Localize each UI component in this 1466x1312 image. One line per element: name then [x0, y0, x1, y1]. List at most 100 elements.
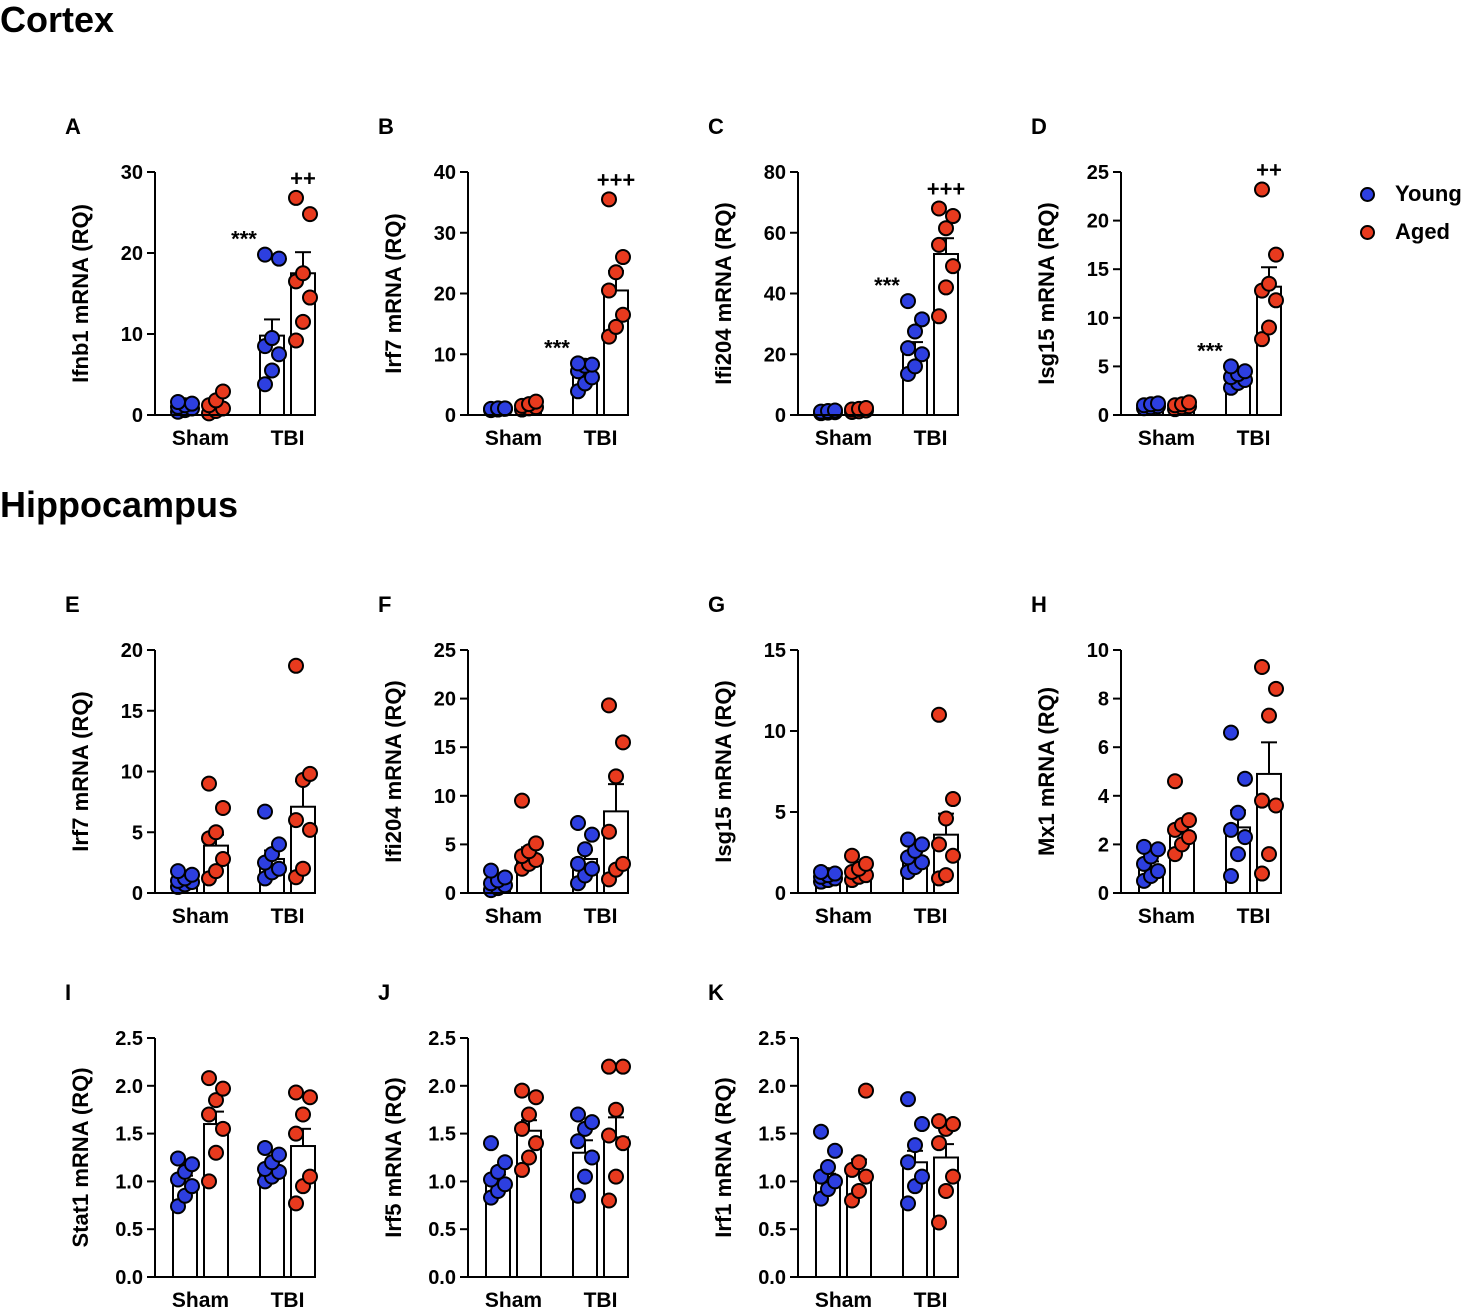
point-i-young-tbi [257, 1139, 273, 1156]
y-tick-label-e: 5 [132, 822, 143, 844]
point-c-aged-tbi [938, 279, 954, 296]
y-tick-label-j: 2.5 [428, 1028, 456, 1050]
y-tick-label-k: 1.5 [758, 1124, 786, 1146]
point-g-young-tbi [914, 854, 930, 871]
y-tick-label-k: 0.0 [758, 1267, 786, 1289]
legend-item-aged: Aged [1360, 213, 1466, 251]
point-e-young-sham [170, 863, 186, 880]
point-a-young-sham [184, 395, 200, 412]
point-d-young-tbi [1223, 358, 1239, 375]
y-tick-label-e: 10 [121, 762, 143, 784]
point-d-aged-tbi [1268, 292, 1284, 309]
point-f-young-tbi [570, 815, 586, 832]
y-tick-label-j: 1.5 [428, 1124, 456, 1146]
point-a-aged-sham [215, 383, 231, 400]
y-axis-title-k: Irf1 mRNA (RQ) [711, 1077, 736, 1238]
point-e-aged-tbi [302, 821, 318, 838]
y-tick-label-k: 2.5 [758, 1028, 786, 1050]
point-i-young-sham [184, 1178, 200, 1195]
point-k-young-sham [820, 1159, 836, 1176]
point-i-young-tbi [271, 1146, 287, 1163]
section-title-hippocampus: Hippocampus [0, 484, 239, 525]
point-k-aged-tbi [945, 1168, 961, 1185]
x-tick-label-e-tbi: TBI [271, 905, 305, 928]
point-k-aged-sham [858, 1168, 874, 1185]
legend-swatch-young [1360, 186, 1375, 202]
point-i-aged-tbi [302, 1168, 318, 1185]
significance-d-young-tbi: *** [1197, 338, 1223, 363]
point-i-aged-tbi [302, 1089, 318, 1106]
point-c-young-tbi [914, 346, 930, 363]
significance-b-aged-tbi: +++ [597, 167, 636, 192]
point-g-aged-tbi [938, 810, 954, 827]
panel-label-b: B [378, 114, 394, 139]
point-e-young-tbi [257, 803, 273, 820]
panel-label-h: H [1031, 592, 1047, 617]
y-tick-label-j: 2.0 [428, 1076, 456, 1098]
point-j-aged-tbi [601, 1127, 617, 1144]
point-g-aged-tbi [931, 836, 947, 853]
point-h-aged-tbi [1268, 797, 1284, 814]
point-j-young-tbi [570, 1187, 586, 1204]
y-tick-label-f: 20 [434, 689, 456, 711]
point-g-young-sham [827, 865, 843, 882]
point-h-young-sham [1150, 841, 1166, 858]
bar-i-aged-tbi [290, 1145, 316, 1278]
y-tick-label-c: 0 [775, 405, 786, 427]
legend-item-young: Young [1360, 175, 1466, 213]
point-h-young-sham [1136, 838, 1152, 855]
point-b-aged-tbi [608, 318, 624, 335]
point-j-young-tbi [570, 1106, 586, 1123]
point-j-aged-tbi [615, 1135, 631, 1152]
x-tick-label-d-tbi: TBI [1237, 427, 1271, 450]
y-tick-label-j: 0.0 [428, 1267, 456, 1289]
x-tick-label-e-sham: Sham [172, 905, 229, 928]
y-axis-title-i: Stat1 mRNA (RQ) [68, 1067, 93, 1247]
point-g-aged-tbi [931, 706, 947, 723]
y-tick-label-i: 2.0 [115, 1076, 143, 1098]
panel-label-i: I [65, 980, 71, 1005]
x-tick-label-h-tbi: TBI [1237, 905, 1271, 928]
point-k-aged-tbi [931, 1214, 947, 1231]
x-tick-label-j-sham: Sham [485, 1289, 542, 1312]
x-tick-label-i-sham: Sham [172, 1289, 229, 1312]
point-a-young-tbi [271, 250, 287, 267]
x-tick-label-j-tbi: TBI [584, 1289, 618, 1312]
point-e-aged-sham [215, 799, 231, 816]
panel-label-c: C [708, 114, 724, 139]
x-tick-label-k-tbi: TBI [914, 1289, 948, 1312]
y-tick-label-d: 0 [1098, 405, 1109, 427]
point-k-young-tbi [900, 1091, 916, 1108]
point-i-aged-sham [208, 1092, 224, 1109]
point-j-aged-sham [521, 1106, 537, 1123]
y-axis-title-j: Irf5 mRNA (RQ) [381, 1077, 406, 1238]
point-d-aged-tbi [1261, 275, 1277, 292]
point-j-aged-sham [521, 1149, 537, 1166]
y-tick-label-c: 20 [764, 344, 786, 366]
point-a-aged-tbi [302, 206, 318, 223]
point-j-aged-sham [514, 1082, 530, 1099]
point-k-young-tbi [907, 1137, 923, 1154]
point-j-young-sham [497, 1176, 513, 1193]
panel-label-f: F [378, 592, 391, 617]
y-tick-label-k: 0.5 [758, 1219, 786, 1241]
point-f-young-tbi [570, 855, 586, 872]
legend: Young Aged [1360, 175, 1466, 251]
x-tick-label-c-tbi: TBI [914, 427, 948, 450]
point-c-aged-tbi [938, 220, 954, 237]
y-tick-label-d: 5 [1098, 356, 1109, 378]
point-j-young-tbi [570, 1133, 586, 1150]
point-f-young-tbi [577, 841, 593, 858]
point-a-young-sham [170, 394, 186, 411]
point-f-young-sham [483, 862, 499, 879]
y-tick-label-d: 15 [1087, 259, 1109, 281]
point-e-young-sham [184, 866, 200, 883]
point-e-aged-tbi [288, 812, 304, 829]
point-a-aged-tbi [295, 313, 311, 330]
y-tick-label-h: 0 [1098, 883, 1109, 905]
y-tick-label-a: 10 [121, 324, 143, 346]
point-b-young-sham [497, 400, 513, 417]
point-j-young-sham [497, 1154, 513, 1171]
y-tick-label-k: 1.0 [758, 1171, 786, 1193]
point-a-young-tbi [257, 246, 273, 263]
